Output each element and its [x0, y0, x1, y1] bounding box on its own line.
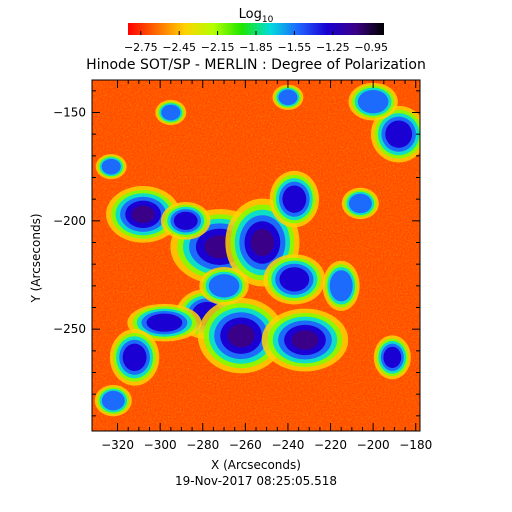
polarization-region — [348, 193, 372, 214]
x-tick-label: −280 — [186, 438, 219, 452]
polarization-map — [92, 80, 420, 431]
polarization-region — [385, 120, 413, 148]
y-axis-label: Y (Arcseconds) — [29, 213, 43, 303]
polarization-region — [329, 270, 353, 302]
x-tick-label: −300 — [144, 438, 177, 452]
timestamp: 19-Nov-2017 08:25:05.518 — [175, 474, 337, 488]
polarization-region — [357, 89, 389, 114]
colorbar-tick-label: −0.95 — [354, 41, 388, 54]
colorbar-label: Log10 — [239, 7, 274, 25]
colorbar-tick-label: −1.85 — [239, 41, 273, 54]
polarization-region — [291, 330, 319, 350]
polarization-region — [278, 89, 298, 106]
figure-title: Hinode SOT/SP - MERLIN : Degree of Polar… — [86, 57, 426, 73]
x-tick-label: −220 — [314, 438, 347, 452]
polarization-region — [282, 185, 307, 213]
y-tick-label: −150 — [53, 106, 86, 120]
colorbar-tick-label: −2.15 — [201, 41, 235, 54]
colorbar — [128, 23, 384, 35]
polarization-region — [131, 205, 155, 224]
colorbar-tick-label: −2.75 — [124, 41, 158, 54]
polarization-region — [122, 343, 147, 371]
x-axis-label: X (Arcseconds) — [211, 458, 301, 472]
x-tick-label: −240 — [271, 438, 304, 452]
colorbar-tick-label: −2.45 — [162, 41, 196, 54]
polarization-region — [227, 323, 255, 348]
polarization-region — [279, 267, 310, 292]
y-axis-ticks: −150 −200 −250 — [53, 90, 420, 417]
x-tick-label: −180 — [399, 438, 432, 452]
polarization-region — [383, 346, 402, 368]
x-axis-ticks: −320 −300 −280 −260 −240 −220 −200 −180 — [101, 80, 432, 452]
colorbar-tick-label: −1.55 — [278, 41, 312, 54]
colorbar-ticks: −2.75 −2.45 −2.15 −1.85 −1.55 −1.25 −0.95 — [124, 31, 388, 54]
polarization-region — [101, 158, 121, 175]
y-tick-label: −250 — [53, 322, 86, 336]
polarization-region — [146, 313, 183, 332]
x-tick-label: −200 — [357, 438, 390, 452]
polarization-region — [173, 211, 198, 230]
y-tick-label: −200 — [53, 214, 86, 228]
polarization-region — [208, 274, 240, 298]
colorbar-tick-label: −1.25 — [316, 41, 350, 54]
x-tick-label: −320 — [101, 438, 134, 452]
polarization-region — [250, 228, 274, 257]
polarization-region — [161, 104, 181, 121]
polarization-region — [101, 390, 125, 411]
x-tick-label: −260 — [229, 438, 262, 452]
